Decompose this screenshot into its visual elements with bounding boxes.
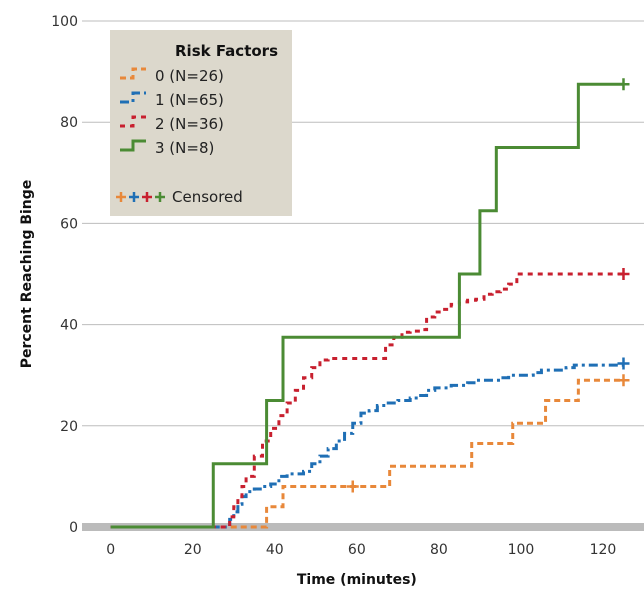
x-tick-label: 20: [184, 542, 202, 558]
x-tick-label: 0: [106, 542, 115, 558]
censored-mark: [617, 78, 630, 91]
censored-mark: [346, 480, 359, 493]
series-lines: [110, 82, 624, 529]
x-tick-labels: 0 20 40 60 80 100 120: [106, 542, 616, 558]
x-tick-label: 120: [590, 542, 617, 558]
y-tick-label: 60: [60, 216, 78, 232]
legend-censored-mark: [142, 192, 152, 202]
x-tick-label: 40: [266, 542, 284, 558]
y-tick-label: 0: [69, 520, 78, 536]
legend-swatch: [120, 139, 146, 152]
legend-label: 1 (N=65): [155, 91, 224, 109]
censored-mark: [617, 357, 630, 370]
x-tick-label: 80: [430, 542, 448, 558]
censored-mark: [617, 268, 630, 280]
legend-swatch: [120, 91, 146, 104]
legend-label: 2 (N=36): [155, 115, 224, 133]
legend-label: 0 (N=26): [155, 67, 224, 85]
legend-censored-mark: [155, 192, 165, 202]
series-line: [110, 363, 624, 529]
series-line: [110, 272, 624, 529]
x-tick-label: 60: [348, 542, 366, 558]
legend-censored-mark: [116, 192, 126, 202]
legend: Risk Factors 0 (N=26) 1 (N=65) 2 (N=36) 3 (…: [110, 30, 292, 216]
censored-mark: [617, 374, 630, 387]
x-axis-label: Time (minutes): [297, 572, 417, 588]
zero-baseline-band: [82, 523, 644, 531]
legend-background: [110, 30, 292, 216]
legend-items: 0 (N=26) 1 (N=65) 2 (N=36) 3 (N=8): [120, 67, 224, 157]
y-axis-label: Percent Reaching Binge: [19, 180, 35, 369]
series-line: [110, 82, 624, 529]
y-tick-label: 20: [60, 419, 78, 435]
legend-label: 3 (N=8): [155, 139, 214, 157]
y-tick-labels: 0 20 40 60 80 100: [51, 14, 78, 536]
series-line: [110, 378, 624, 529]
censored-marks: [346, 78, 630, 493]
legend-censored-entry: Censored: [116, 188, 243, 206]
legend-censored-mark: [129, 192, 139, 202]
y-tick-label: 40: [60, 318, 78, 334]
y-tick-label: 100: [51, 14, 78, 30]
legend-censored-label: Censored: [172, 188, 243, 206]
y-tick-label: 80: [60, 115, 78, 131]
x-tick-label: 100: [508, 542, 535, 558]
legend-title: Risk Factors: [175, 42, 278, 60]
